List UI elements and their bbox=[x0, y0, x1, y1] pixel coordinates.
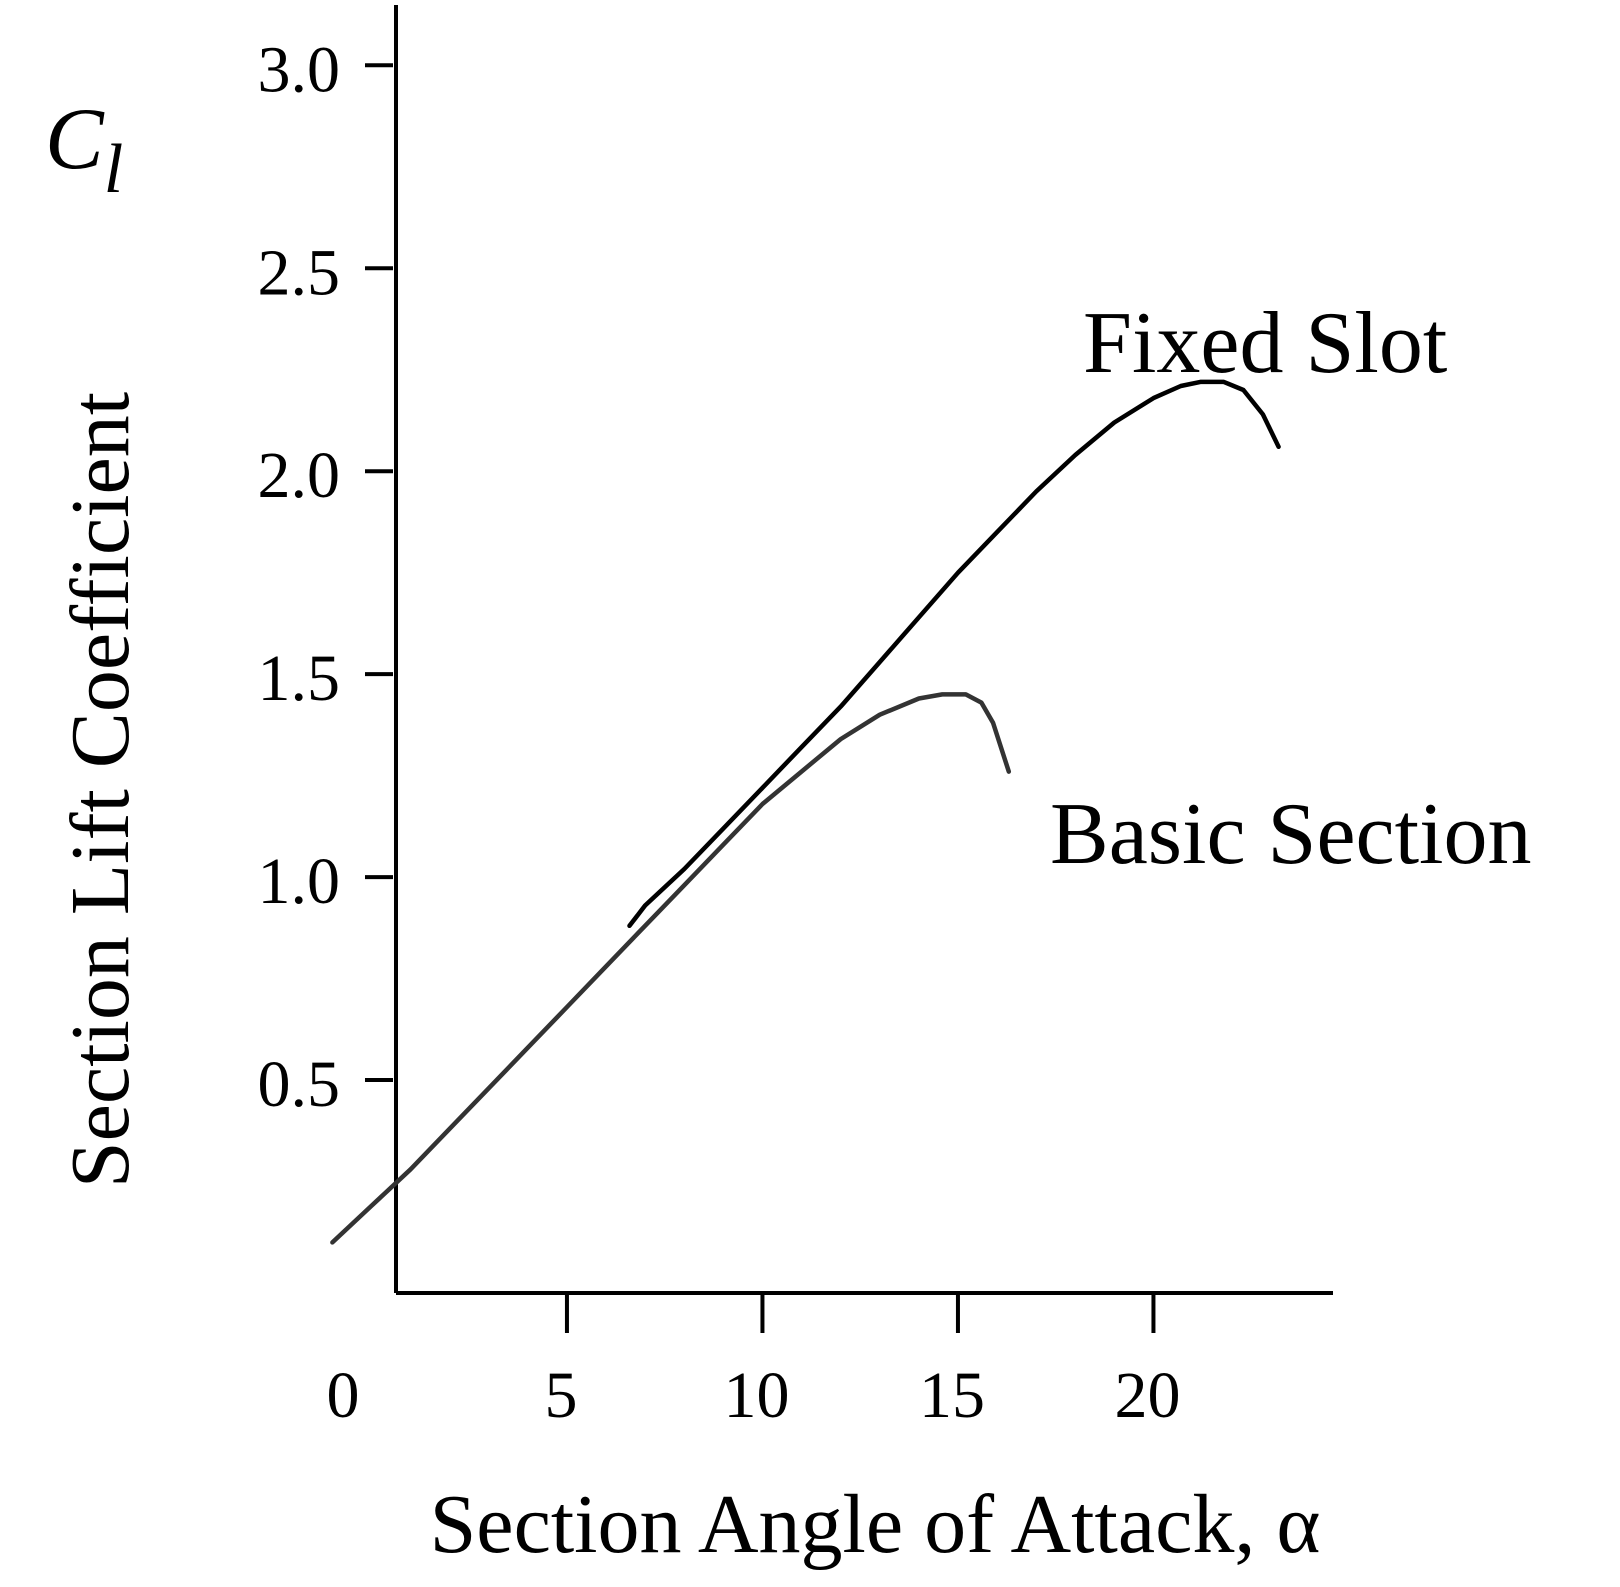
labels: Section Angle of Attack, α Section Lift … bbox=[45, 91, 1320, 1571]
y-tick-label: 0.5 bbox=[258, 1048, 341, 1121]
series: Fixed Slot Basic Section bbox=[330, 295, 1531, 1245]
fixed-slot-label: Fixed Slot bbox=[1083, 295, 1447, 392]
y-tick-label: 2.5 bbox=[258, 236, 341, 309]
basic-section-label: Basic Section bbox=[1050, 786, 1531, 883]
y-axis-symbol-subscript: l bbox=[104, 131, 123, 208]
x-tick-label: 20 bbox=[1114, 1359, 1180, 1432]
y-tick-label: 2.0 bbox=[258, 439, 341, 512]
fixed-slot-line bbox=[627, 379, 1281, 929]
x-tick-label: 15 bbox=[919, 1359, 985, 1432]
y-axis-label: Section Lift Coefficient bbox=[54, 392, 147, 1188]
x-tick-label: 10 bbox=[723, 1359, 789, 1432]
x-tick-label: 5 bbox=[544, 1359, 577, 1432]
y-axis-symbol: Cl bbox=[45, 91, 123, 208]
x-tick-label: 0 bbox=[327, 1359, 360, 1432]
y-tick-label: 1.0 bbox=[258, 845, 341, 918]
basic-section-line bbox=[330, 692, 1012, 1245]
y-tick-label: 1.5 bbox=[258, 642, 341, 715]
y-axis-symbol-main: C bbox=[45, 91, 105, 188]
x-axis-label: Section Angle of Attack, α bbox=[430, 1478, 1321, 1571]
ticks: 0.5 1.0 1.5 2.0 2.5 3.0 0 5 10 15 20 bbox=[258, 33, 1181, 1432]
axes bbox=[394, 5, 1333, 1295]
y-tick-label: 3.0 bbox=[258, 33, 341, 106]
